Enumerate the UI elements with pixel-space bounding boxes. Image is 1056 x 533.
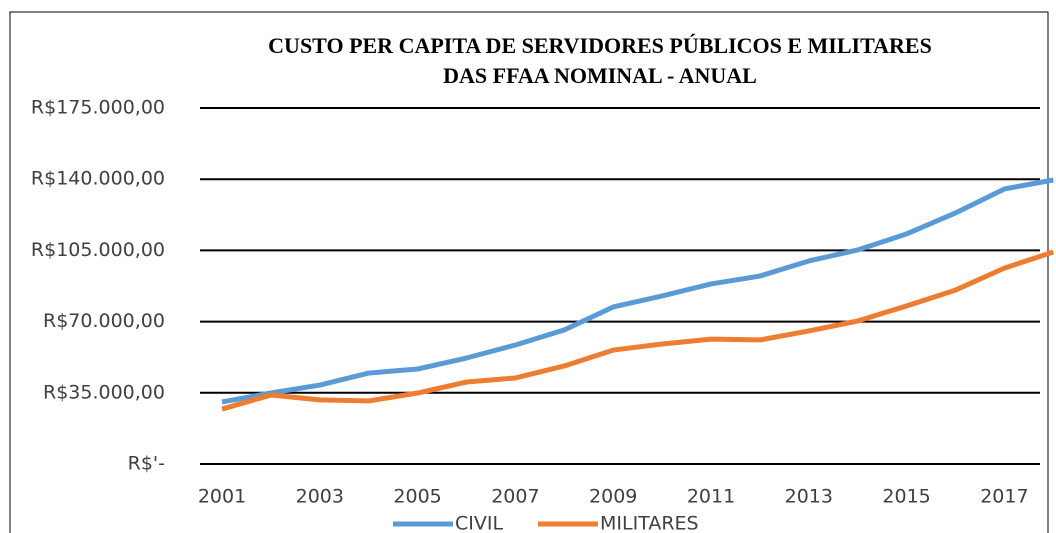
chart-frame [9, 11, 1049, 533]
legend-label: MILITARES [600, 513, 699, 533]
chart-title: CUSTO PER CAPITA DE SERVIDORES PÚBLICOS … [268, 33, 932, 58]
y-tick-label: R$'- [128, 453, 165, 475]
line-series [221, 177, 1054, 405]
chart-title: DAS FFAA NOMINAL - ANUAL [443, 63, 757, 88]
x-tick-label: 2015 [882, 486, 930, 508]
y-tick-label: R$175.000,00 [31, 97, 165, 119]
line-series [221, 249, 1055, 412]
y-tick-label: R$35.000,00 [43, 381, 165, 403]
x-tick-label: 2003 [296, 486, 344, 508]
legend-label: CIVIL [455, 513, 503, 533]
x-tick-label: 2009 [589, 486, 637, 508]
y-tick-label: R$105.000,00 [31, 239, 165, 261]
x-tick-label: 2011 [687, 486, 735, 508]
y-tick-label: R$70.000,00 [43, 310, 165, 332]
x-tick-label: 2013 [785, 486, 833, 508]
x-tick-label: 2017 [980, 486, 1028, 508]
y-tick-label: R$140.000,00 [31, 168, 165, 190]
x-tick-label: 2005 [393, 486, 441, 508]
x-tick-label: 2007 [491, 486, 539, 508]
x-tick-label: 2001 [198, 486, 246, 508]
